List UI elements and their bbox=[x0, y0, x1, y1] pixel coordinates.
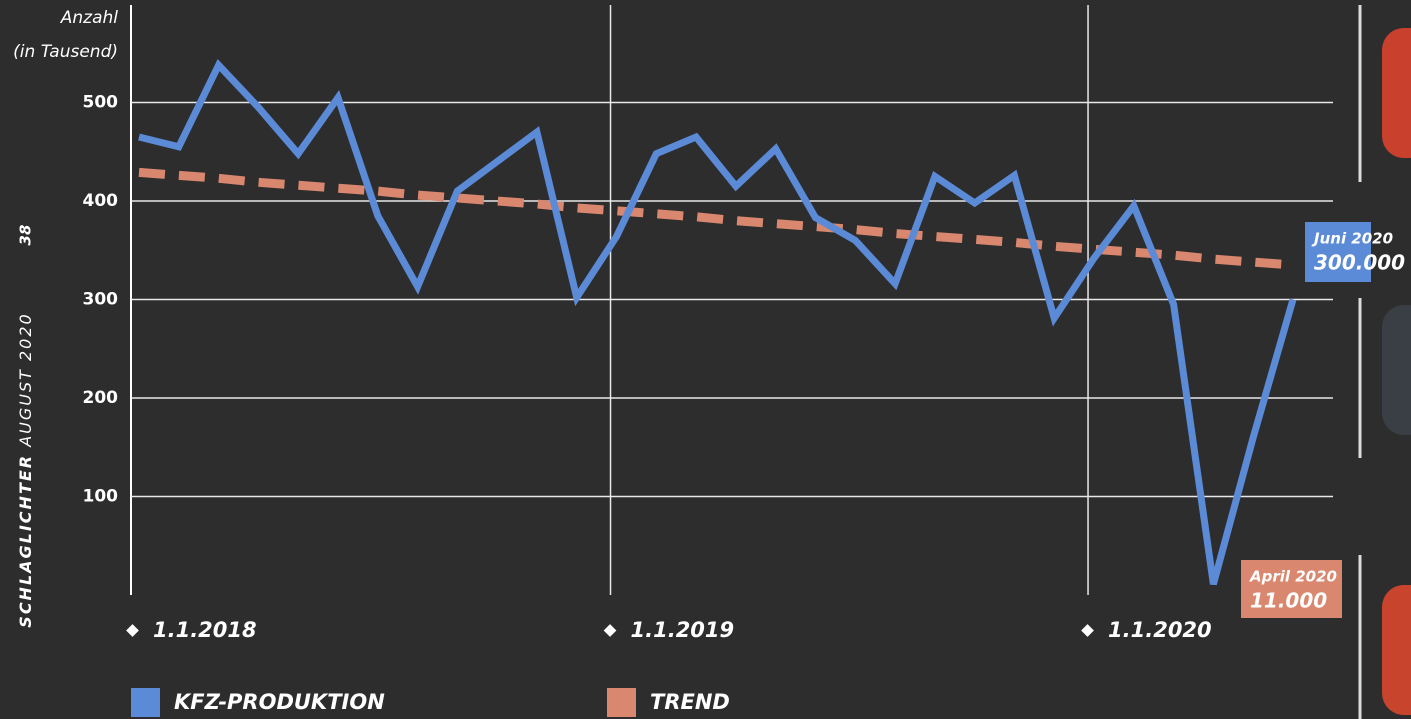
y-tick-label: 500 bbox=[83, 93, 119, 113]
x-tick-label: 1.1.2019 bbox=[631, 618, 735, 642]
car bbox=[1382, 305, 1411, 435]
car bbox=[1382, 28, 1411, 158]
annotation-label: 11.000 bbox=[1250, 589, 1327, 613]
x-tick-label: 1.1.2018 bbox=[153, 618, 257, 642]
y-tick-label: 300 bbox=[83, 290, 119, 310]
car bbox=[1382, 585, 1411, 715]
legend-swatch bbox=[607, 688, 636, 717]
y-tick-label: 200 bbox=[83, 388, 119, 408]
chart: Anzahl (in Tausend) 38 SCHLAGLICHTER AUG… bbox=[0, 0, 1411, 719]
legend-swatch bbox=[131, 688, 160, 717]
annotation-title: April 2020 bbox=[1249, 568, 1337, 586]
background bbox=[0, 0, 1411, 719]
side-label-light: AUGUST 2020 bbox=[16, 312, 35, 448]
side-label-bold: SCHLAGLICHTER bbox=[16, 454, 35, 628]
y-tick-label: 100 bbox=[83, 487, 119, 507]
y-axis-label: Anzahl bbox=[60, 8, 119, 28]
y-tick-label: 400 bbox=[83, 191, 119, 211]
annotation-label: 300.000 bbox=[1314, 251, 1405, 275]
legend-label: TREND bbox=[650, 690, 730, 714]
side-label: SCHLAGLICHTER AUGUST 2020 bbox=[16, 312, 35, 627]
y-axis-unit: (in Tausend) bbox=[13, 42, 118, 62]
x-tick-label: 1.1.2020 bbox=[1108, 618, 1212, 642]
page-number: 38 bbox=[17, 225, 35, 246]
annotation-title: Juni 2020 bbox=[1311, 230, 1393, 248]
legend-label: KFZ-PRODUKTION bbox=[174, 690, 385, 714]
